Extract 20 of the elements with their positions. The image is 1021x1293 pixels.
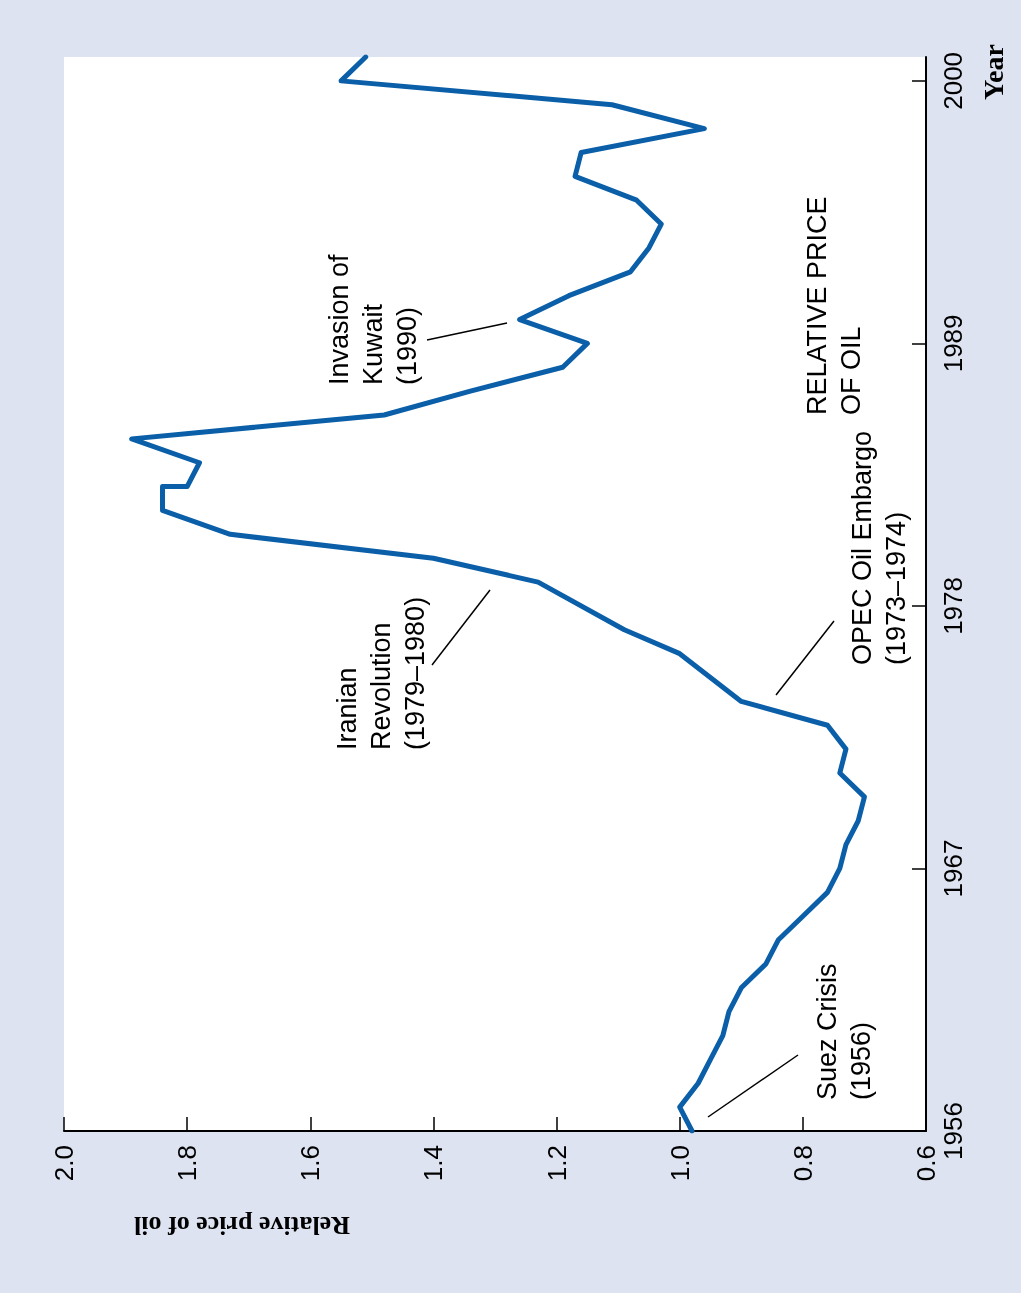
x-tick-label: 1.6 <box>295 1145 326 1182</box>
y-tick-label: 1989 <box>938 314 968 373</box>
annotation: Iranian Revolution (1979–1980) <box>332 596 430 750</box>
y-tick-label: 2000 <box>938 51 968 110</box>
y-tick-label: 1956 <box>938 1102 968 1160</box>
x-tick-label: 2.0 <box>49 1145 79 1182</box>
y-tick-label: 1978 <box>938 577 968 635</box>
y-tick-label: 1967 <box>938 839 968 898</box>
x-tick-label: 0.8 <box>787 1145 818 1182</box>
x-tick-label: 0.6 <box>911 1145 941 1182</box>
annotation: RELATIVE PRICE OF OIL <box>802 188 866 415</box>
annotation: OPEC Oil Embargo (1973–1974) <box>847 423 911 665</box>
x-tick-label: 1.8 <box>172 1145 203 1182</box>
y-axis-title: Year <box>977 44 1009 100</box>
x-tick-label: 1.2 <box>541 1145 572 1182</box>
annotation: Suez Crisis (1956) <box>812 955 876 1100</box>
x-tick-label: 1.0 <box>664 1145 695 1182</box>
annotation: Invasion of Kuwait (1990) <box>324 246 422 385</box>
x-axis-title: Relative price of oil <box>134 1210 350 1240</box>
x-tick-label: 1.4 <box>418 1145 449 1182</box>
